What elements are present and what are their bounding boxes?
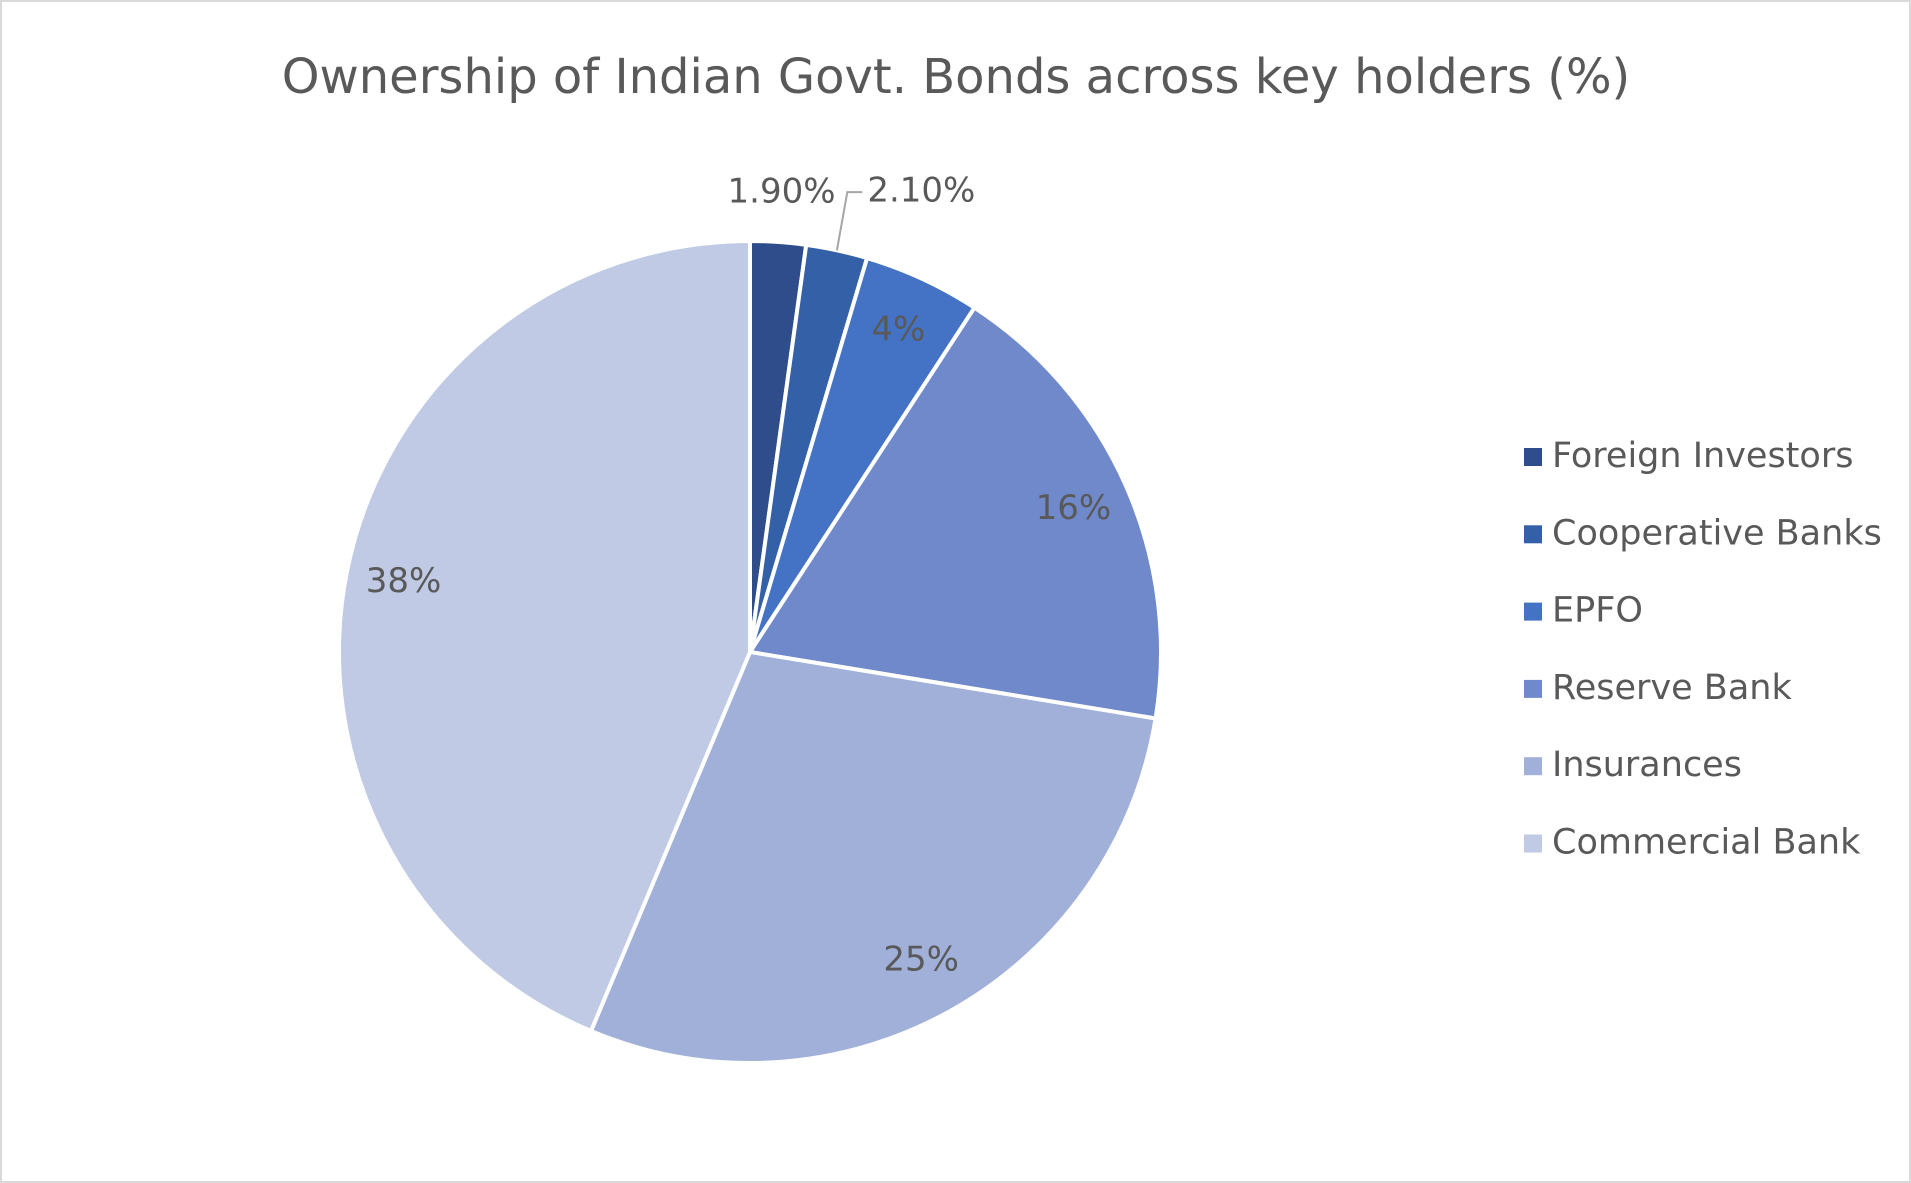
legend-label: Cooperative Banks <box>1552 513 1882 553</box>
legend-swatch <box>1524 525 1542 544</box>
legend-swatch <box>1524 602 1542 621</box>
pie-slice <box>337 238 752 1034</box>
chart-title: Ownership of Indian Govt. Bonds across k… <box>282 49 1631 105</box>
legend-swatch <box>1524 757 1542 776</box>
legend-swatch <box>1524 679 1542 698</box>
legend-label: EPFO <box>1552 591 1643 631</box>
data-label: 25% <box>883 940 959 980</box>
leader-line <box>835 191 863 251</box>
legend-label: Reserve Bank <box>1552 668 1792 708</box>
data-label: 2.10% <box>867 171 975 211</box>
legend-label: Insurances <box>1552 745 1742 785</box>
data-label: 1.90% <box>728 171 836 211</box>
pie-slice <box>746 304 1164 721</box>
pie-slice <box>588 649 1158 1065</box>
legend-swatch <box>1524 448 1542 466</box>
legend-label: Foreign Investors <box>1552 436 1853 476</box>
data-label: 4% <box>871 310 925 350</box>
data-label: 16% <box>1036 488 1112 528</box>
data-label: 38% <box>366 561 442 601</box>
legend-swatch <box>1524 834 1542 853</box>
legend-label: Commercial Bank <box>1552 823 1861 863</box>
